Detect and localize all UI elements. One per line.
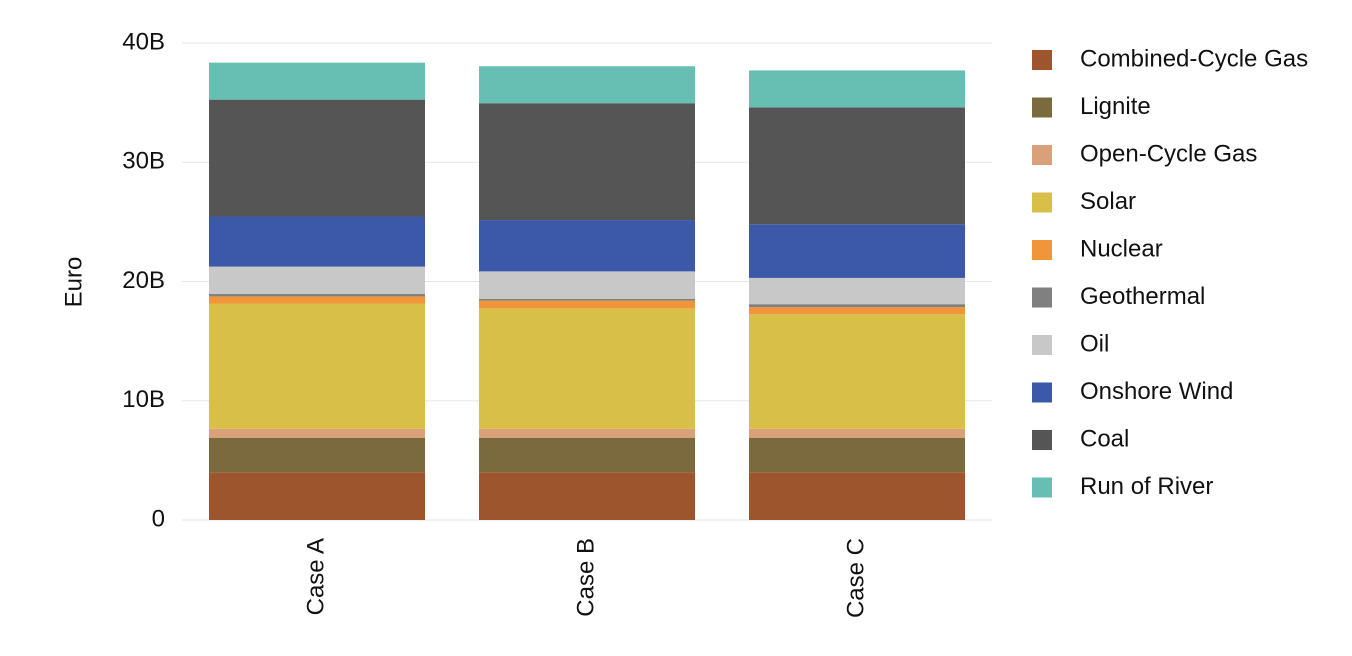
bar-segment: [209, 99, 425, 217]
bar-segment: [749, 472, 965, 520]
y-axis-title: Euro: [60, 257, 87, 308]
legend-swatch: [1032, 477, 1052, 498]
legend-swatch: [1032, 50, 1052, 70]
bar-segment: [479, 271, 695, 299]
x-tick-label: Case A: [302, 538, 329, 615]
legend-swatch: [1032, 335, 1052, 355]
bar-segment: [479, 428, 695, 438]
bar-segment: [479, 437, 695, 473]
legend-swatch: [1032, 240, 1052, 260]
legend-label: Open-Cycle Gas: [1080, 140, 1257, 167]
legend-swatch: [1032, 145, 1052, 165]
bar-segment: [479, 300, 695, 309]
y-tick-label: 0: [152, 505, 165, 532]
bar-segment: [749, 224, 965, 278]
y-tick-label: 20B: [122, 267, 165, 294]
bar-segment: [479, 472, 695, 520]
x-tick-label: Case C: [842, 538, 869, 618]
bar-segment: [749, 304, 965, 308]
bar-segment: [209, 296, 425, 304]
legend-swatch: [1032, 97, 1052, 118]
bar-segment: [479, 308, 695, 429]
bar-segment: [209, 303, 425, 429]
legend-label: Lignite: [1080, 93, 1151, 120]
legend-label: Run of River: [1080, 473, 1213, 500]
legend-swatch: [1032, 430, 1052, 450]
legend-label: Coal: [1080, 425, 1129, 452]
legend-label: Oil: [1080, 330, 1109, 357]
bar-segment: [749, 107, 965, 225]
bar-segment: [749, 314, 965, 429]
bar-segment: [209, 294, 425, 297]
bar-segment: [749, 437, 965, 473]
legend-swatch: [1032, 192, 1052, 213]
bar-segment: [749, 277, 965, 305]
legend-label: Solar: [1080, 188, 1136, 215]
bar-segment: [209, 216, 425, 267]
y-tick-label: 10B: [122, 386, 165, 413]
legend-label: Combined-Cycle Gas: [1080, 45, 1308, 72]
legend-label: Geothermal: [1080, 283, 1205, 310]
legend-label: Onshore Wind: [1080, 378, 1233, 405]
bar-segment: [209, 428, 425, 438]
bar-segment: [749, 70, 965, 108]
bar-segment: [479, 66, 695, 104]
legend-label: Nuclear: [1080, 235, 1163, 262]
bar-segment: [209, 472, 425, 520]
y-tick-label: 30B: [122, 148, 165, 175]
bar-segment: [749, 307, 965, 315]
bar-segment: [209, 437, 425, 473]
bar-segment: [749, 428, 965, 438]
y-tick-label: 40B: [122, 28, 165, 55]
bar-segment: [209, 62, 425, 100]
bar-segment: [209, 266, 425, 295]
legend-swatch: [1032, 382, 1052, 403]
bar-segment: [479, 103, 695, 221]
bar-segment: [479, 298, 695, 301]
bar-segment: [479, 220, 695, 272]
x-tick-label: Case B: [572, 538, 599, 617]
legend-swatch: [1032, 287, 1052, 308]
